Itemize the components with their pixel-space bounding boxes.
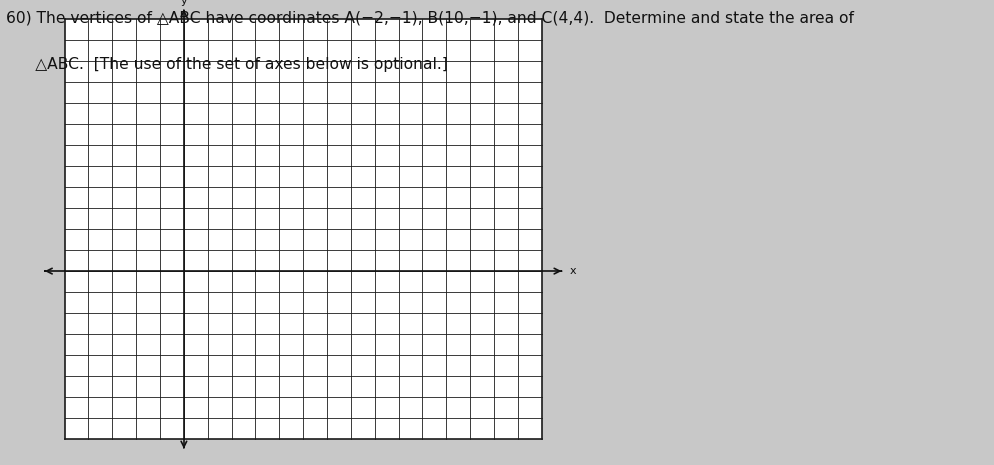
Text: x: x xyxy=(570,266,577,276)
Text: 60) The vertices of △ABC have coordinates A(−2,−1), B(10,−1), and C(4,4).  Deter: 60) The vertices of △ABC have coordinate… xyxy=(6,10,854,25)
Bar xyxy=(65,19,542,439)
Text: △ABC.  [The use of the set of axes below is optional.]: △ABC. [The use of the set of axes below … xyxy=(6,57,448,72)
Text: y: y xyxy=(181,0,187,6)
